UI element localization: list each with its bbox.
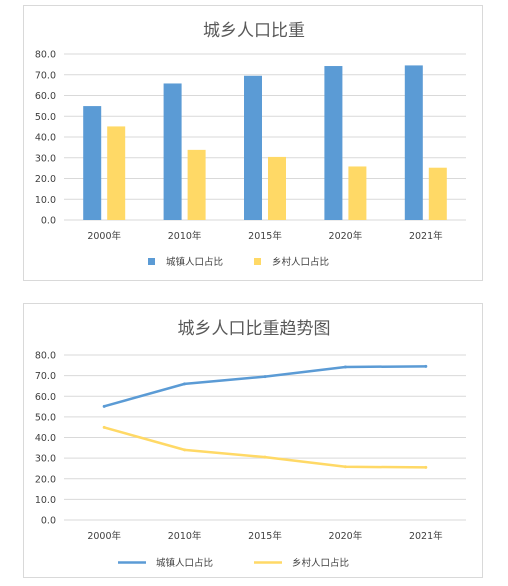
y-tick-label: 60.0 [35,91,56,102]
x-tick-label: 2015年 [248,230,282,242]
line-chart: 城乡人口比重趋势图 0.0 10.0 20.0 30.0 40.0 50.0 60.0 70.… [35,319,466,569]
data-point [343,365,347,369]
chart-title: 城乡人口比重趋势图 [178,319,331,339]
y-tick-label: 70.0 [35,371,56,382]
data-point [263,455,267,459]
y-tick-label: 30.0 [35,153,56,164]
y-tick-label: 0.0 [41,216,56,227]
chart-title: 城乡人口比重 [203,21,305,41]
y-tick-label: 10.0 [35,495,56,506]
bar-chart-panel: 城乡人口比重 0.0 10.0 20.0 30.0 40.0 50.0 60.0 70.0 80… [23,5,483,281]
series-line [102,365,428,408]
bar [187,149,206,220]
y-tick-label: 20.0 [35,474,56,485]
x-tick-label: 2020年 [329,530,363,542]
data-point [183,382,187,386]
legend-swatch [254,258,261,265]
y-tick-label: 10.0 [35,195,56,206]
x-tick-label: 2021年 [409,230,443,242]
series-line [102,426,428,469]
data-point [343,465,347,469]
bar [324,66,343,220]
bar [348,166,367,220]
data-point [424,364,428,368]
bar [83,106,102,220]
x-tick-label: 2010年 [168,530,202,542]
bar-chart: 城乡人口比重 0.0 10.0 20.0 30.0 40.0 50.0 60.0 70.0 80… [35,21,466,268]
bar [428,167,447,220]
x-tick-label: 2000年 [87,230,121,242]
x-tick-label: 2020年 [329,230,363,242]
y-tick-label: 80.0 [35,351,56,362]
x-tick-label: 2000年 [87,530,121,542]
y-tick-label: 0.0 [41,516,56,527]
bar [244,75,262,220]
x-tick-label: 2015年 [248,530,282,542]
y-tick-label: 40.0 [35,433,56,444]
legend-swatch [148,258,155,265]
legend-label: 乡村人口占比 [292,557,349,569]
bar [107,126,126,220]
data-point [183,448,187,452]
data-point [102,404,106,408]
bar [163,83,182,220]
line-chart-panel: 城乡人口比重趋势图 0.0 10.0 20.0 30.0 40.0 50.0 60.0 70.… [23,303,483,578]
legend-label: 城镇人口占比 [166,256,223,268]
y-tick-label: 30.0 [35,454,56,465]
legend-label: 城镇人口占比 [156,557,213,569]
bar [268,156,286,220]
y-tick-label: 20.0 [35,174,56,185]
y-tick-label: 60.0 [35,392,56,403]
y-tick-label: 40.0 [35,133,56,144]
data-point [263,375,267,379]
y-tick-label: 70.0 [35,70,56,81]
y-tick-label: 80.0 [35,50,56,61]
bar [404,65,423,220]
x-tick-label: 2010年 [168,230,202,242]
data-point [424,465,428,469]
y-tick-label: 50.0 [35,112,56,123]
x-tick-label: 2021年 [409,530,443,542]
legend-label: 乡村人口占比 [272,256,329,268]
y-tick-label: 50.0 [35,412,56,423]
data-point [102,425,106,429]
